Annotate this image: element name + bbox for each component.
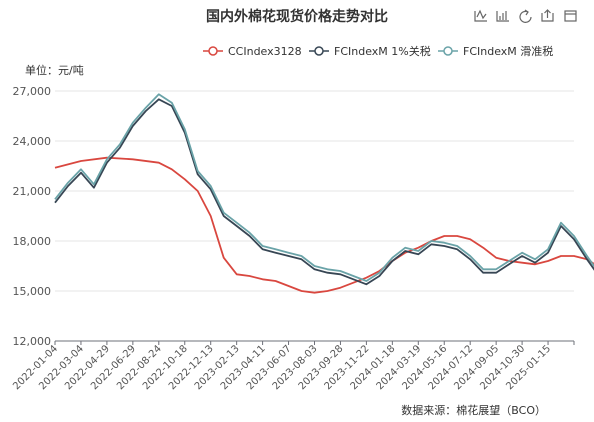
y-tick-label: 15,000 [13,285,52,298]
series-lines [54,93,594,294]
legend: CCIndex3128 FCIndexM 1%关税 FCIndexM 滑准税 [203,44,553,58]
line-chart-icon[interactable] [474,9,487,22]
data-view-icon[interactable] [564,10,577,22]
series-line-0 [54,156,594,294]
legend-marker-0 [208,46,218,56]
legend-label-2: FCIndexM 滑准税 [463,44,553,58]
legend-label-1: FCIndexM 1%关税 [334,44,431,58]
y-tick-label: 21,000 [13,185,52,198]
bar-chart-icon[interactable] [496,11,509,22]
y-axis: 12,000 15,000 18,000 21,000 24,000 27,000 [13,85,52,348]
x-axis: 2022-01-042022-03-042022-04-292022-06-29… [11,340,575,392]
legend-marker-2 [443,46,453,56]
legend-item-2[interactable]: FCIndexM 滑准税 [438,44,553,58]
y-tick-label: 18,000 [13,235,52,248]
legend-item-0[interactable]: CCIndex3128 [203,45,302,58]
series-line-1 [54,98,594,286]
source-note: 数据来源：棉花展望（BCO） [401,403,546,417]
y-tick-label: 27,000 [13,85,52,98]
toolbox [474,9,577,23]
y-tick-label: 24,000 [13,135,52,148]
save-image-icon[interactable] [541,9,554,22]
legend-marker-1 [314,46,324,56]
legend-label-0: CCIndex3128 [228,45,302,58]
grid [55,90,574,342]
restore-icon[interactable] [519,9,532,23]
series-line-2 [54,93,594,282]
chart-title: 国内外棉花现货价格走势对比 [206,8,388,25]
legend-item-1[interactable]: FCIndexM 1%关税 [309,44,431,58]
y-tick-label: 12,000 [13,335,52,348]
unit-label: 单位：元/吨 [25,63,84,77]
